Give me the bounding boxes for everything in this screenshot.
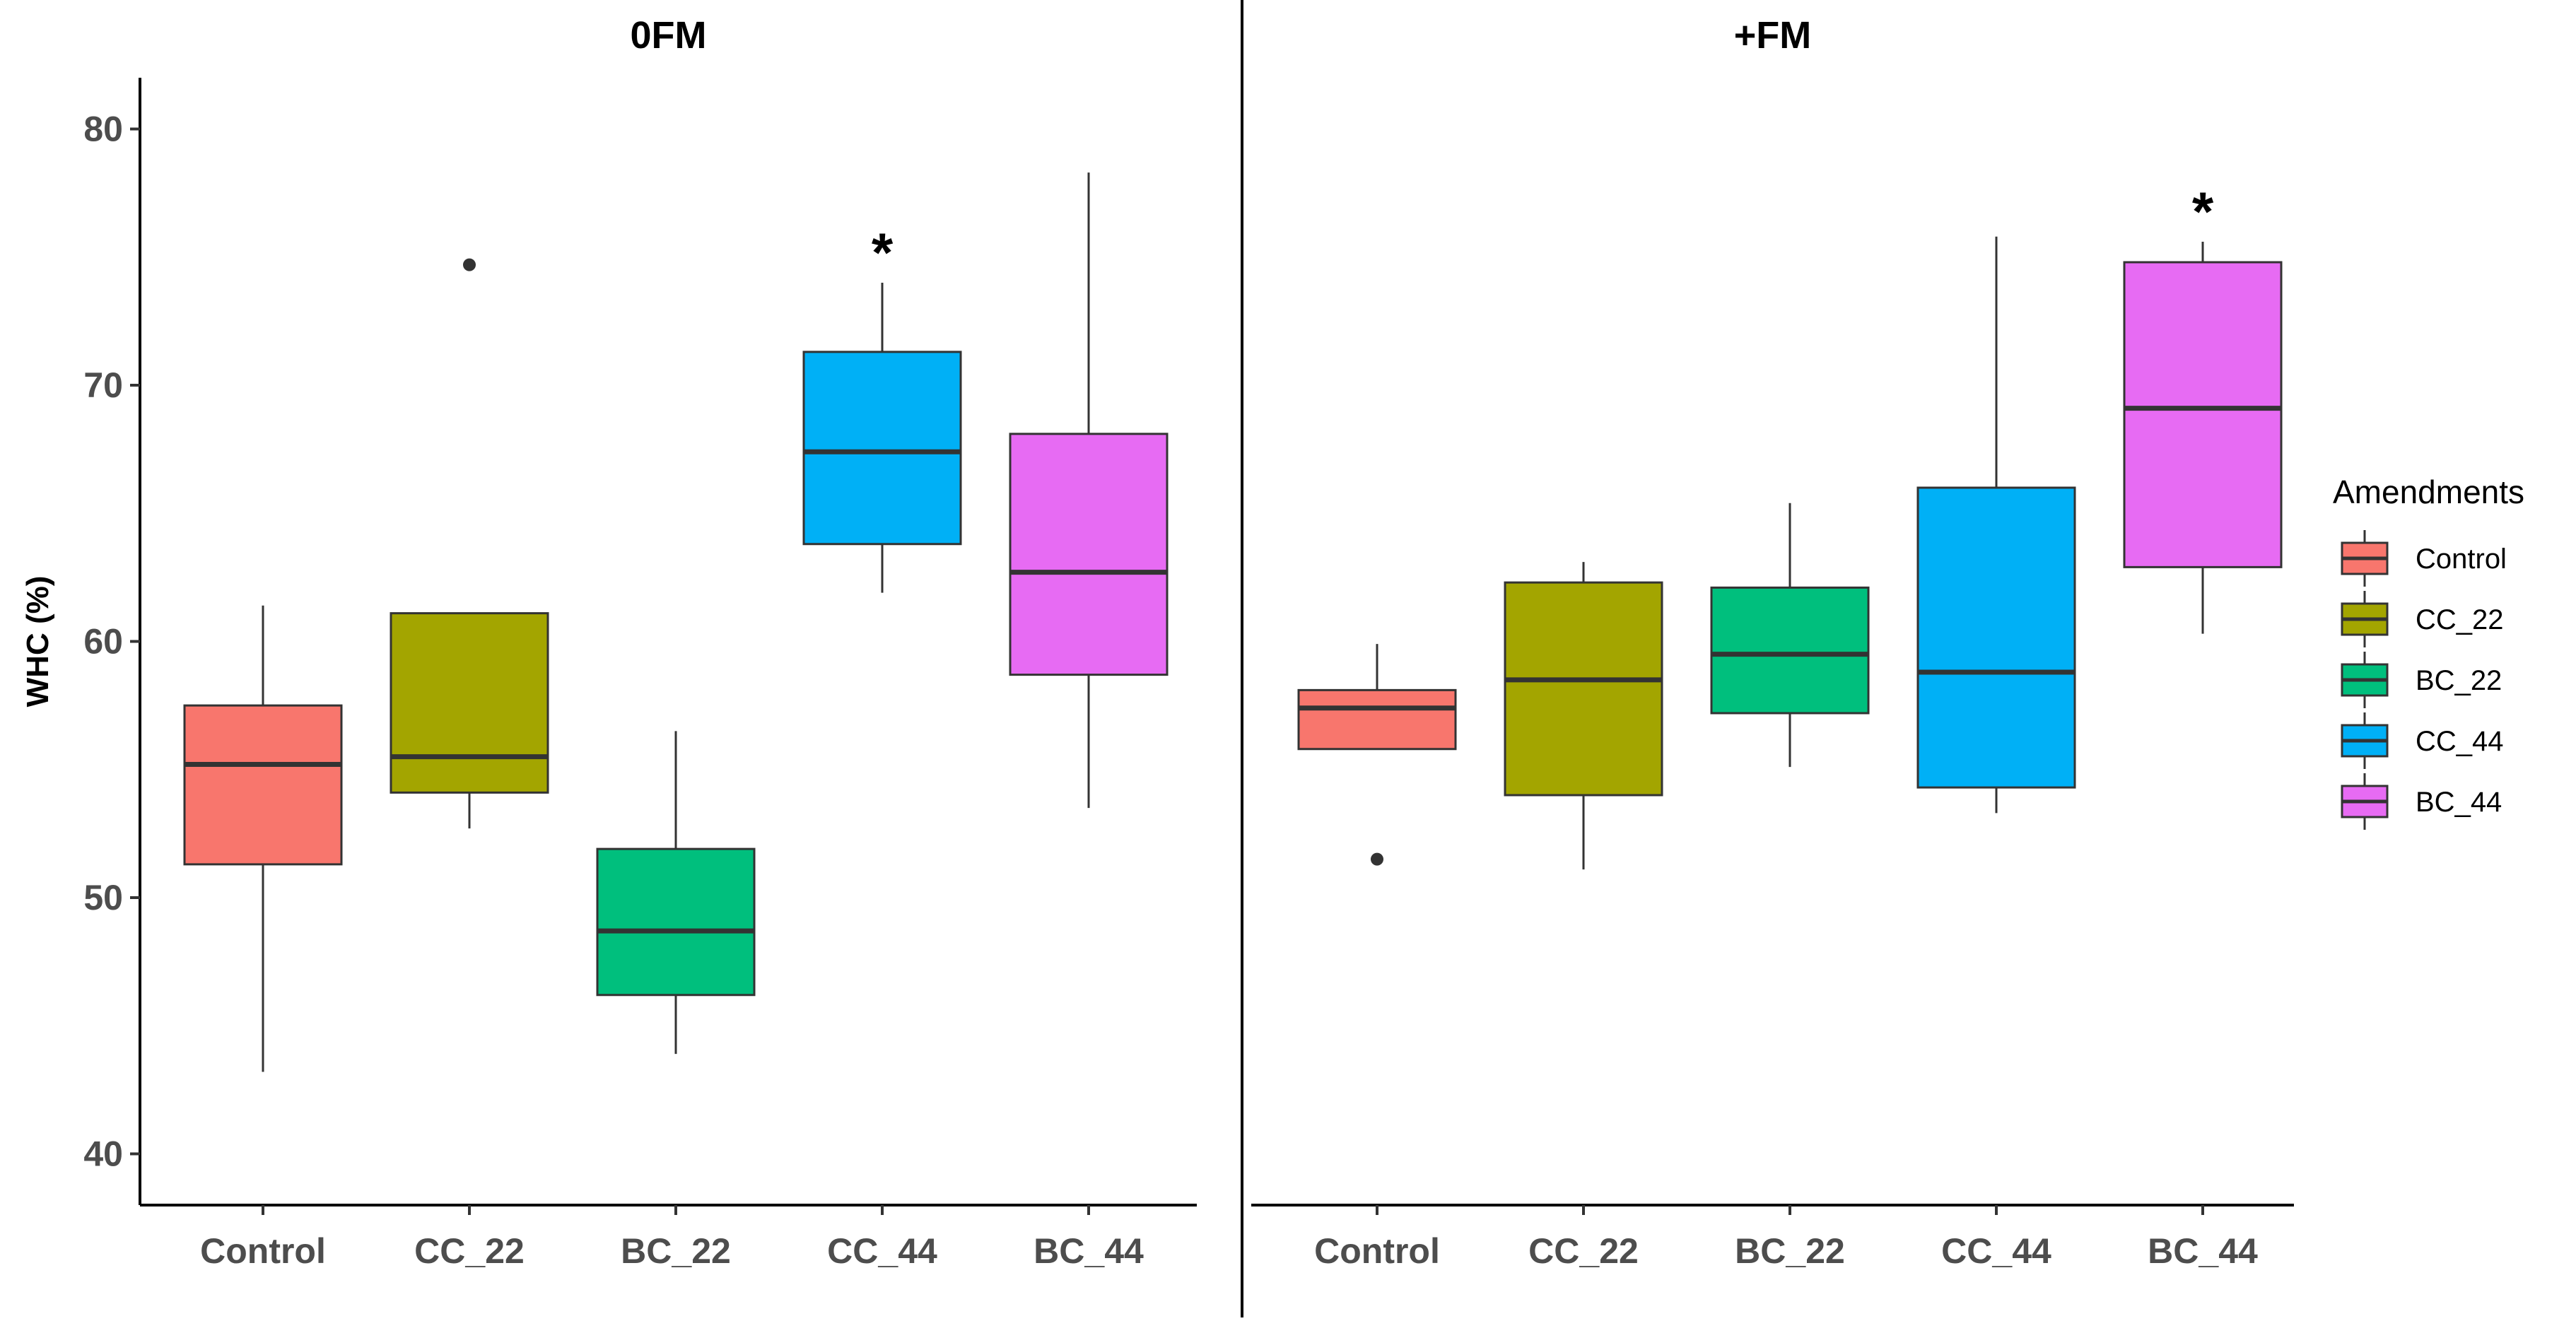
panel-0fm-box-bc-44 [1009, 433, 1169, 676]
panel-0fm-box-cc-44 [802, 351, 962, 546]
panel-fm-box-control-outlier [1371, 852, 1383, 866]
panel-0fm-title: 0FM [631, 14, 707, 57]
panel-fm-box-control [1297, 688, 1457, 751]
panel-fm-x-tick-label: CC_44 [1941, 1231, 2051, 1271]
panel-0fm-box-control [183, 704, 343, 866]
panel-fm-x-tick-label: CC_22 [1528, 1231, 1639, 1271]
panel-fm-title: +FM [1734, 14, 1812, 57]
panel-0fm-box-cc-22-outlier [463, 258, 476, 271]
panel-0fm-box-bc-22 [596, 847, 756, 997]
panel-0fm-box-cc-22 [390, 612, 549, 794]
y-tick-label: 60 [83, 622, 123, 662]
panel-fm-box-bc-44 [2123, 261, 2283, 568]
legend-title: Amendments [2333, 474, 2524, 510]
panel-fm-x-tick-label: BC_22 [1735, 1231, 1845, 1271]
legend-item-bc-22-label: BC_22 [2416, 665, 2502, 696]
panel-fm-box-cc-22 [1504, 581, 1663, 797]
legend-item-cc-22-label: CC_22 [2416, 604, 2504, 635]
panel-fm-x-tick-label: Control [1314, 1231, 1440, 1271]
panel-fm-box-cc-44 [1916, 486, 2076, 789]
panel-0fm-box-cc-44-significance-mark: * [872, 221, 894, 283]
panel-0fm-x-tick-label: BC_22 [621, 1231, 731, 1271]
panel-0fm-x-tick-label: CC_44 [827, 1231, 937, 1271]
y-axis-label: WHC (%) [21, 576, 55, 708]
y-tick-label: 40 [83, 1134, 123, 1174]
panel-fm-box-bc-22 [1710, 586, 1870, 715]
legend-item-bc-44-label: BC_44 [2416, 787, 2502, 818]
y-tick-label: 70 [83, 365, 123, 405]
panel-0fm-x-tick-label: Control [200, 1231, 326, 1271]
panel-fm-x-tick-label: BC_44 [2148, 1231, 2258, 1271]
y-tick-label: 80 [83, 110, 123, 149]
panel-fm-box-bc-44-significance-mark: * [2192, 180, 2214, 242]
y-tick-label: 50 [83, 878, 123, 917]
panel-0fm-x-tick-label: CC_22 [414, 1231, 525, 1271]
legend-item-control-label: Control [2416, 544, 2507, 575]
panel-0fm-x-tick-label: BC_44 [1034, 1231, 1144, 1271]
legend-item-cc-44-label: CC_44 [2416, 726, 2504, 757]
